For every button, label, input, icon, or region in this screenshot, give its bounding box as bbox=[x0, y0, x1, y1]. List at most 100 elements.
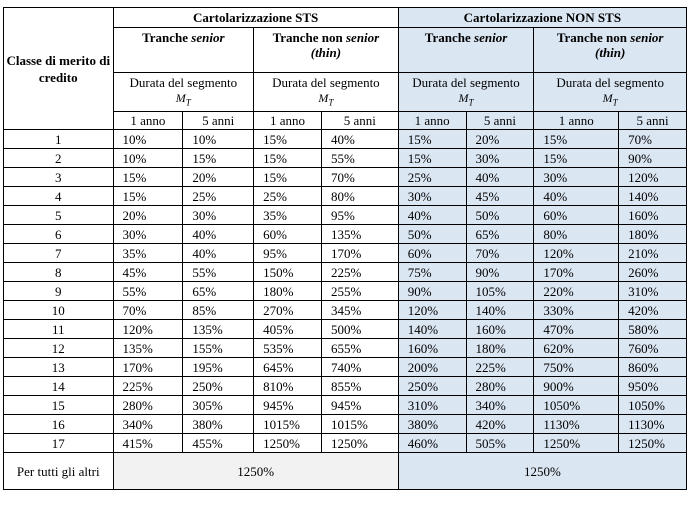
value-cell: 270% bbox=[253, 300, 322, 320]
table-row: 17 415% 455% 1250% 1250% 460% 505% 1250% 1250% bbox=[3, 433, 687, 453]
value-cell: 305% bbox=[182, 395, 255, 415]
header-row-groups: Classe di merito di credito Cartolarizza… bbox=[3, 7, 687, 130]
value-cell: 740% bbox=[320, 357, 399, 377]
table-row: 4 15% 25% 25% 80% 30% 45% 40% 140% bbox=[3, 186, 687, 206]
value-cell: 135% bbox=[182, 319, 255, 339]
value-cell: 95% bbox=[253, 243, 322, 263]
value-cell: 280% bbox=[112, 395, 184, 415]
value-cell: 1250% bbox=[533, 433, 620, 453]
table-row: 15 280% 305% 945% 945% 310% 340% 1050% 1050% bbox=[3, 395, 687, 415]
value-cell: 140% bbox=[465, 300, 535, 320]
value-cell: 15% bbox=[253, 167, 322, 187]
value-cell: 1250% bbox=[253, 433, 322, 453]
classe-cell: 17 bbox=[3, 433, 114, 453]
value-cell: 645% bbox=[253, 357, 322, 377]
period-header: 1 anno bbox=[253, 111, 322, 130]
value-cell: 10% bbox=[112, 148, 184, 168]
value-cell: 30% bbox=[533, 167, 620, 187]
value-cell: 415% bbox=[112, 433, 184, 453]
durata-label: Durata del segmento bbox=[272, 75, 380, 90]
value-cell: 60% bbox=[533, 205, 620, 225]
classe-cell: 1 bbox=[3, 129, 114, 149]
value-cell: 340% bbox=[112, 414, 184, 434]
value-cell: 30% bbox=[182, 205, 255, 225]
value-cell: 1250% bbox=[320, 433, 399, 453]
value-cell: 860% bbox=[618, 357, 687, 377]
value-cell: 945% bbox=[253, 395, 322, 415]
value-cell: 25% bbox=[253, 186, 322, 206]
value-cell: 10% bbox=[182, 129, 255, 149]
tranche-em: senior bbox=[474, 30, 508, 45]
value-cell: 1050% bbox=[618, 395, 687, 415]
value-cell: 120% bbox=[397, 300, 467, 320]
value-cell: 225% bbox=[112, 376, 184, 396]
value-cell: 470% bbox=[533, 319, 620, 339]
value-cell: 40% bbox=[320, 129, 399, 149]
mt-symbol: MT bbox=[602, 91, 618, 108]
value-cell: 45% bbox=[112, 262, 184, 282]
classe-cell: 4 bbox=[3, 186, 114, 206]
value-cell: 140% bbox=[618, 186, 687, 206]
value-cell: 345% bbox=[320, 300, 399, 320]
value-cell: 90% bbox=[397, 281, 467, 301]
value-cell: 1250% bbox=[618, 433, 687, 453]
value-cell: 25% bbox=[397, 167, 467, 187]
value-cell: 225% bbox=[320, 262, 399, 282]
value-cell: 535% bbox=[253, 338, 322, 358]
value-cell: 160% bbox=[397, 338, 467, 358]
classe-cell: 15 bbox=[3, 395, 114, 415]
value-cell: 900% bbox=[533, 376, 620, 396]
value-cell: 50% bbox=[397, 224, 467, 244]
classe-cell: 6 bbox=[3, 224, 114, 244]
value-cell: 170% bbox=[533, 262, 620, 282]
value-cell: 70% bbox=[618, 129, 687, 149]
table-row: 11 120% 135% 405% 500% 140% 160% 470% 580% bbox=[3, 319, 687, 339]
value-cell: 40% bbox=[465, 167, 535, 187]
value-cell: 1015% bbox=[320, 414, 399, 434]
value-cell: 380% bbox=[397, 414, 467, 434]
footer-label: Per tutti gli altri bbox=[3, 452, 114, 490]
table-row: 13 170% 195% 645% 740% 200% 225% 750% 860% bbox=[3, 357, 687, 377]
period-header: 1 anno bbox=[397, 111, 467, 130]
durata-header: Durata del segmento MT bbox=[397, 72, 535, 112]
value-cell: 250% bbox=[397, 376, 467, 396]
classe-cell: 8 bbox=[3, 262, 114, 282]
value-cell: 1015% bbox=[253, 414, 322, 434]
value-cell: 40% bbox=[182, 224, 255, 244]
value-cell: 310% bbox=[397, 395, 467, 415]
value-cell: 810% bbox=[253, 376, 322, 396]
value-cell: 200% bbox=[397, 357, 467, 377]
durata-label: Durata del segmento bbox=[412, 75, 520, 90]
value-cell: 135% bbox=[320, 224, 399, 244]
value-cell: 35% bbox=[112, 243, 184, 263]
classe-cell: 9 bbox=[3, 281, 114, 301]
value-cell: 340% bbox=[465, 395, 535, 415]
value-cell: 10% bbox=[112, 129, 184, 149]
value-cell: 420% bbox=[618, 300, 687, 320]
value-cell: 1130% bbox=[533, 414, 620, 434]
table-row: 2 10% 15% 15% 55% 15% 30% 15% 90% bbox=[3, 148, 687, 168]
classe-cell: 14 bbox=[3, 376, 114, 396]
durata-label: Durata del segmento bbox=[129, 75, 238, 90]
value-cell: 20% bbox=[112, 205, 184, 225]
risk-weight-table-container: Classe di merito di credito Cartolarizza… bbox=[3, 7, 687, 490]
durata-header: Durata del segmento MT bbox=[533, 72, 687, 112]
group-header-non-sts: Cartolarizzazione NON STS bbox=[397, 7, 687, 28]
value-cell: 260% bbox=[618, 262, 687, 282]
value-cell: 75% bbox=[397, 262, 467, 282]
footer-sts-value: 1250% bbox=[112, 452, 399, 490]
value-cell: 40% bbox=[397, 205, 467, 225]
value-cell: 90% bbox=[618, 148, 687, 168]
table-row: 10 70% 85% 270% 345% 120% 140% 330% 420% bbox=[3, 300, 687, 320]
value-cell: 80% bbox=[320, 186, 399, 206]
value-cell: 620% bbox=[533, 338, 620, 358]
value-cell: 30% bbox=[112, 224, 184, 244]
value-cell: 35% bbox=[253, 205, 322, 225]
value-cell: 1130% bbox=[618, 414, 687, 434]
durata-header: Durata del segmento MT bbox=[112, 72, 255, 112]
value-cell: 225% bbox=[465, 357, 535, 377]
value-cell: 160% bbox=[618, 205, 687, 225]
value-cell: 80% bbox=[533, 224, 620, 244]
value-cell: 55% bbox=[112, 281, 184, 301]
value-cell: 150% bbox=[253, 262, 322, 282]
